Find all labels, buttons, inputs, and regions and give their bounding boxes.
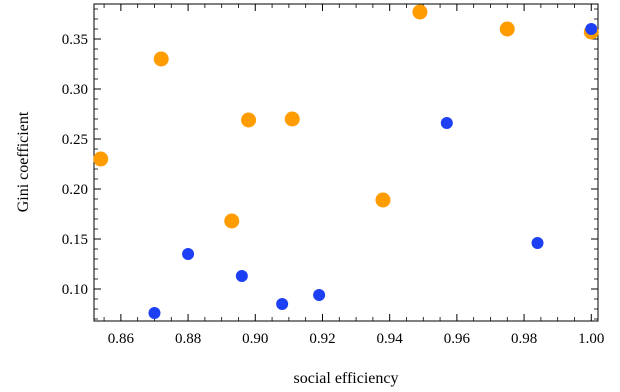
orange-data-point (375, 192, 391, 208)
orange-data-point (412, 4, 428, 20)
y-tick-label: 0.15 (62, 232, 88, 248)
y-tick-label: 0.30 (62, 82, 88, 98)
data-points (93, 4, 599, 319)
x-axis-title: social efficiency (294, 370, 399, 387)
y-tick-label: 0.35 (62, 32, 88, 48)
x-tick-label: 0.92 (309, 331, 335, 347)
blue-data-point (585, 23, 598, 35)
orange-data-point (93, 151, 109, 167)
orange-data-point (153, 51, 169, 67)
x-axis-ticks: 0.86 0.88 0.90 0.92 0.94 0.96 0.98 1.00 (103, 4, 604, 347)
blue-data-point (313, 289, 326, 301)
y-tick-label: 0.25 (62, 132, 88, 148)
blue-data-point (276, 298, 289, 310)
x-tick-label: 0.96 (444, 331, 471, 347)
x-tick-label: 0.90 (242, 331, 268, 347)
orange-data-point (499, 21, 515, 37)
blue-data-point (182, 248, 195, 260)
blue-data-point (531, 237, 544, 249)
orange-data-point (241, 112, 257, 128)
orange-data-point (224, 213, 240, 229)
blue-data-point (440, 117, 453, 129)
y-tick-label: 0.20 (62, 182, 88, 198)
plot-frame (93, 3, 599, 322)
y-tick-label: 0.10 (62, 282, 88, 298)
orange-data-point (284, 111, 300, 127)
x-tick-label: 0.88 (175, 331, 201, 347)
blue-data-point (235, 270, 248, 282)
blue-data-point (148, 307, 161, 319)
x-tick-label: 0.94 (377, 331, 404, 347)
x-tick-label: 0.98 (511, 331, 537, 347)
y-axis-title: Gini coefficient (15, 111, 32, 212)
y-axis-ticks: 0.10 0.15 0.20 0.25 0.30 0.35 (62, 8, 598, 320)
x-tick-label: 0.86 (108, 331, 135, 347)
x-tick-label: 1.00 (578, 331, 604, 347)
